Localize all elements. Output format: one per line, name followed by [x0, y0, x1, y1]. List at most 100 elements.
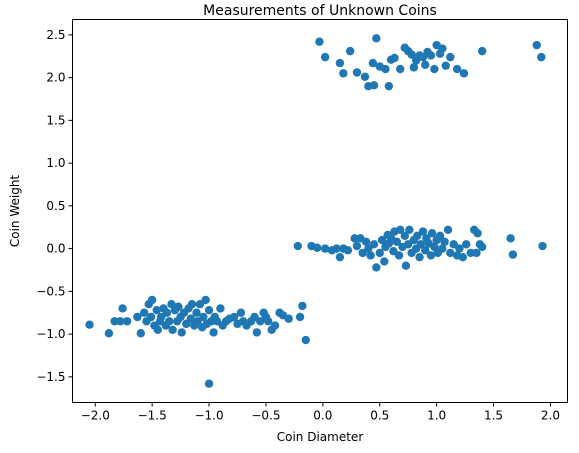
data-point — [375, 248, 384, 258]
data-point — [133, 312, 142, 322]
data-point — [162, 308, 172, 317]
data-point — [462, 240, 471, 249]
data-point — [396, 64, 405, 74]
data-point — [364, 244, 373, 253]
data-point — [360, 72, 370, 81]
data-point — [187, 299, 197, 309]
x-axis-label: Coin Diameter — [277, 430, 364, 444]
y-tick-label: 1.5 — [46, 113, 65, 127]
data-point — [165, 317, 174, 326]
data-point — [201, 295, 210, 305]
y-tick-label: −0.5 — [36, 284, 65, 298]
data-point — [186, 314, 196, 323]
y-tick-label: 2.0 — [46, 71, 65, 85]
data-point — [157, 312, 166, 322]
y-tick-label: 0.5 — [46, 199, 65, 213]
data-point — [477, 46, 487, 56]
y-tick-label: 1.0 — [46, 156, 65, 170]
data-point — [409, 63, 419, 72]
data-point — [312, 243, 322, 252]
data-point — [335, 58, 345, 68]
data-point — [284, 314, 293, 323]
data-point — [372, 263, 381, 272]
plot-frame — [72, 19, 568, 403]
y-tick-label: −1.0 — [36, 327, 65, 341]
data-point — [369, 240, 379, 249]
data-point — [366, 251, 375, 260]
data-point — [392, 237, 402, 246]
data-point — [415, 252, 424, 262]
data-point — [508, 250, 518, 259]
data-point — [380, 257, 389, 266]
data-point — [400, 231, 409, 240]
data-point — [443, 225, 453, 235]
y-axis-ticks: −1.5 −1.0 −0.5 0.0 0.5 1.0 1.5 2.0 2.5 — [36, 28, 73, 384]
data-point — [315, 37, 324, 46]
data-point — [345, 46, 355, 56]
data-point — [293, 241, 303, 251]
data-point — [212, 317, 222, 326]
data-point — [343, 246, 353, 255]
data-point — [455, 244, 464, 253]
data-points — [85, 34, 547, 388]
data-point — [405, 225, 414, 235]
data-point — [361, 237, 371, 246]
data-point — [339, 69, 348, 78]
data-point — [452, 64, 462, 74]
y-tick-label: 0.0 — [46, 242, 65, 256]
data-point — [168, 325, 177, 335]
data-point — [264, 317, 273, 326]
data-point — [236, 308, 246, 317]
data-point — [446, 52, 455, 62]
data-point — [147, 295, 157, 305]
data-point — [118, 304, 127, 313]
chart-title: Measurements of Unknown Coins — [203, 3, 437, 19]
data-point — [136, 329, 145, 338]
data-point — [332, 244, 341, 253]
data-point — [401, 261, 411, 270]
data-point — [449, 240, 458, 249]
data-point — [427, 229, 437, 238]
data-point — [369, 81, 379, 90]
data-point — [320, 52, 330, 62]
data-point — [301, 335, 310, 345]
x-tick-label: 2.0 — [541, 409, 560, 423]
data-point — [390, 53, 399, 63]
data-point — [192, 308, 201, 317]
data-point — [122, 317, 132, 326]
data-point — [418, 227, 428, 236]
data-point — [440, 237, 449, 246]
data-point — [368, 58, 378, 68]
x-axis-ticks: −2.0 −1.5 −1.0 −0.5 0.0 0.5 1.0 1.5 2.0 — [81, 402, 560, 423]
data-point — [421, 246, 430, 255]
data-point — [174, 302, 183, 311]
data-point — [139, 308, 149, 317]
data-point — [320, 244, 330, 253]
data-point — [407, 50, 416, 59]
data-point — [270, 321, 280, 330]
data-point — [389, 246, 398, 256]
x-tick-label: 1.5 — [484, 409, 503, 423]
data-point — [352, 241, 362, 251]
data-point — [430, 64, 439, 74]
data-point — [204, 379, 214, 388]
x-tick-label: −1.0 — [194, 409, 223, 423]
data-point — [352, 68, 362, 77]
data-point — [116, 317, 125, 326]
data-point — [416, 240, 425, 249]
data-point — [396, 225, 405, 235]
data-point — [146, 312, 156, 322]
data-point — [538, 241, 547, 251]
data-point — [229, 312, 239, 322]
data-point — [199, 312, 208, 322]
data-point — [335, 252, 345, 262]
data-point — [372, 34, 381, 43]
x-tick-label: 0.0 — [313, 409, 332, 423]
data-point — [104, 329, 114, 338]
data-point — [377, 235, 387, 245]
x-tick-label: −1.5 — [138, 409, 167, 423]
data-point — [426, 251, 436, 260]
data-point — [152, 305, 161, 315]
data-point — [421, 60, 430, 70]
